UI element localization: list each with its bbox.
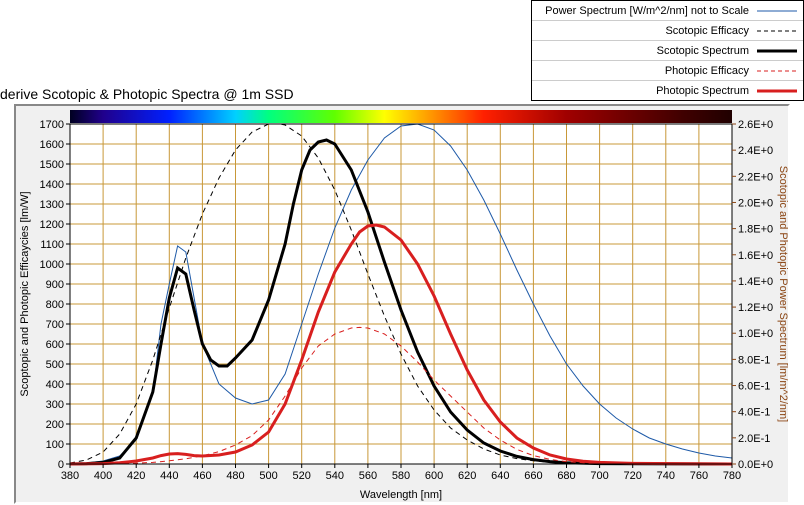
legend-swatch [755,24,799,38]
chart-panel: 380 400 420 440 460 480 500 520 540 560 580 600 620 6… [14,104,790,504]
svg-text:440: 440 [160,470,178,482]
svg-text:900: 900 [46,279,64,291]
legend-item: Photopic Spectrum [532,81,803,100]
chart-caption: derive Scotopic & Photopic Spectra @ 1m … [0,86,294,102]
svg-text:380: 380 [61,470,79,482]
legend-item: Photopic Efficacy [532,61,803,81]
svg-text:500: 500 [46,359,64,371]
svg-text:2.2E+0: 2.2E+0 [738,171,773,183]
svg-text:1400: 1400 [40,179,64,191]
chart-svg: 380 400 420 440 460 480 500 520 540 560 580 600 620 6… [16,106,788,502]
svg-text:1000: 1000 [40,259,64,271]
svg-text:460: 460 [193,470,211,482]
svg-text:1.2E+0: 1.2E+0 [738,302,773,314]
legend-label: Scotopic Spectrum [657,45,749,57]
svg-text:1600: 1600 [40,139,64,151]
legend-item: Scotopic Spectrum [532,41,803,61]
svg-text:800: 800 [46,299,64,311]
legend-label: Scotopic Efficacy [665,25,749,37]
svg-text:2.0E+0: 2.0E+0 [738,197,773,209]
svg-text:8.0E-1: 8.0E-1 [738,354,770,366]
svg-text:400: 400 [94,470,112,482]
svg-text:Wavelength [nm]: Wavelength [nm] [360,489,442,501]
svg-text:500: 500 [259,470,277,482]
svg-text:1500: 1500 [40,159,64,171]
svg-text:760: 760 [690,470,708,482]
legend-label: Photopic Efficacy [665,65,749,77]
svg-text:560: 560 [359,470,377,482]
svg-text:480: 480 [226,470,244,482]
svg-text:6.0E-1: 6.0E-1 [738,381,770,393]
svg-text:1300: 1300 [40,199,64,211]
svg-text:1.0E+0: 1.0E+0 [738,328,773,340]
legend-item: Scotopic Efficacy [532,21,803,41]
svg-text:660: 660 [524,470,542,482]
legend: Power Spectrum [W/m^2/nm] not to Scale S… [531,0,804,101]
svg-text:520: 520 [293,470,311,482]
svg-text:Scotopic and Photopic Power Sp: Scotopic and Photopic Power Spectrum [lm… [777,166,788,422]
svg-text:1200: 1200 [40,219,64,231]
svg-text:680: 680 [557,470,575,482]
legend-swatch [755,84,799,98]
svg-text:4.0E-1: 4.0E-1 [738,407,770,419]
svg-text:720: 720 [624,470,642,482]
legend-label: Power Spectrum [W/m^2/nm] not to Scale [545,5,749,17]
legend-item: Power Spectrum [W/m^2/nm] not to Scale [532,1,803,21]
svg-text:1100: 1100 [40,239,64,251]
svg-text:700: 700 [46,319,64,331]
svg-text:620: 620 [458,470,476,482]
svg-text:420: 420 [127,470,145,482]
svg-text:780: 780 [723,470,741,482]
legend-swatch [755,4,799,18]
svg-text:580: 580 [392,470,410,482]
svg-text:2.4E+0: 2.4E+0 [738,145,773,157]
svg-text:540: 540 [326,470,344,482]
svg-text:600: 600 [46,339,64,351]
legend-swatch [755,64,799,78]
svg-text:640: 640 [491,470,509,482]
legend-swatch [755,44,799,58]
legend-label: Photopic Spectrum [656,85,749,97]
svg-text:2.0E-1: 2.0E-1 [738,433,770,445]
svg-text:0.0E+0: 0.0E+0 [738,459,773,471]
svg-text:2.6E+0: 2.6E+0 [738,119,773,131]
svg-text:700: 700 [590,470,608,482]
svg-text:400: 400 [46,379,64,391]
svg-text:200: 200 [46,419,64,431]
svg-text:1.8E+0: 1.8E+0 [738,224,773,236]
svg-text:1.6E+0: 1.6E+0 [738,250,773,262]
svg-text:1.4E+0: 1.4E+0 [738,276,773,288]
svg-text:1700: 1700 [40,119,64,131]
svg-text:Scoptopic and Photopic Efficay: Scoptopic and Photopic Efficaycies [lm/W… [19,191,31,396]
svg-text:300: 300 [46,399,64,411]
svg-text:600: 600 [425,470,443,482]
svg-text:740: 740 [657,470,675,482]
svg-text:100: 100 [46,439,64,451]
svg-text:0: 0 [58,459,64,471]
